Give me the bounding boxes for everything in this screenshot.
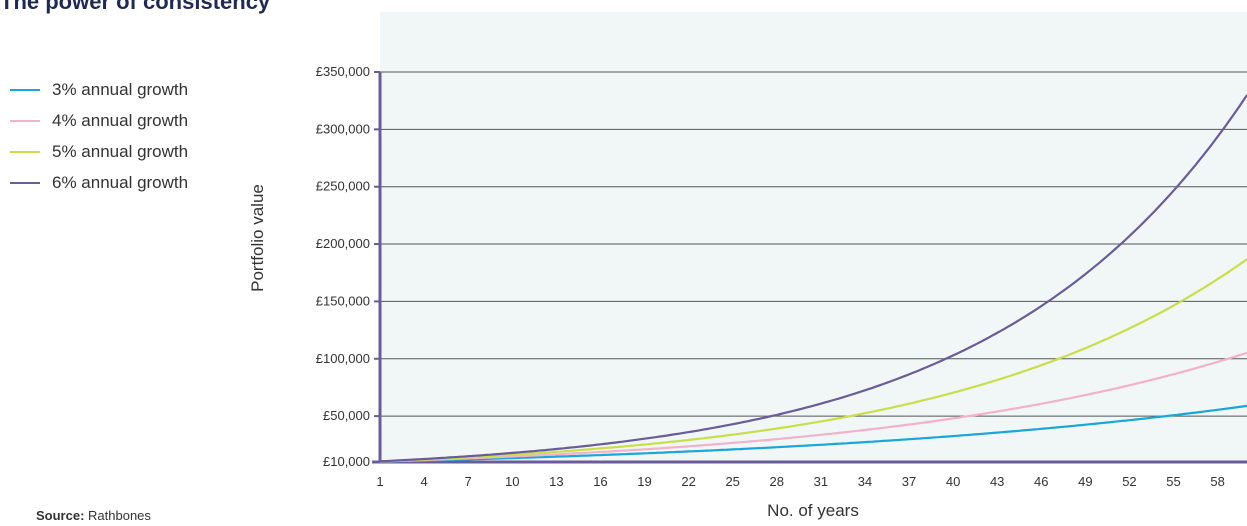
x-tick-label: 13 (549, 474, 563, 489)
y-tick-label: £200,000 (316, 236, 370, 251)
x-tick-label: 7 (465, 474, 472, 489)
legend-swatch (10, 88, 40, 91)
x-tick-label: 4 (420, 474, 427, 489)
y-tick-label: £250,000 (316, 179, 370, 194)
x-tick-label: 28 (770, 474, 784, 489)
series-line-1 (379, 404, 1247, 463)
series-line-4 (379, 94, 1247, 463)
source-note: Source: Rathbones (36, 508, 151, 523)
x-axis-title: No. of years (767, 501, 859, 520)
x-tick-label: 40 (946, 474, 960, 489)
x-tick-label: 46 (1034, 474, 1048, 489)
legend-item: 4% annual growth (10, 105, 188, 136)
series-line-3 (379, 258, 1247, 463)
legend: 3% annual growth 4% annual growth 5% annua… (10, 74, 188, 198)
y-tick-label: £10,000 (323, 454, 370, 469)
y-tick-label: £300,000 (316, 121, 370, 136)
y-tick-label: £150,000 (316, 293, 370, 308)
legend-label: 5% annual growth (52, 141, 189, 161)
x-tick-label: 22 (681, 474, 695, 489)
x-tick-label: 52 (1122, 474, 1136, 489)
source-text: Rathbones (88, 508, 151, 523)
legend-swatch (10, 181, 40, 184)
legend-item: 5% annual growth (10, 136, 188, 167)
plot-background (380, 12, 1247, 462)
legend-item: 6% annual growth (10, 167, 188, 198)
legend-item: 3% annual growth (10, 74, 188, 105)
y-tick-label: £350,000 (316, 64, 370, 79)
legend-label: 3% annual growth (52, 79, 189, 99)
y-axis-title: Portfolio value (248, 184, 267, 292)
legend-swatch (10, 119, 40, 122)
x-tick-label: 34 (858, 474, 872, 489)
chart-title: The power of consistency (0, 0, 271, 14)
x-tick-label: 31 (814, 474, 828, 489)
x-tick-label: 55 (1166, 474, 1180, 489)
legend-label: 6% annual growth (52, 172, 189, 192)
x-tick-label: 1 (376, 474, 383, 489)
x-tick-label: 58 (1210, 474, 1224, 489)
x-tick-label: 49 (1078, 474, 1092, 489)
y-tick-label: £100,000 (316, 351, 370, 366)
x-tick-label: 16 (593, 474, 607, 489)
x-tick-label: 10 (505, 474, 519, 489)
series-line-2 (379, 351, 1247, 463)
x-tick-label: 43 (990, 474, 1004, 489)
y-tick-label: £50,000 (323, 408, 370, 423)
x-tick-label: 37 (902, 474, 916, 489)
x-tick-label: 19 (637, 474, 651, 489)
legend-label: 4% annual growth (52, 110, 189, 130)
x-tick-label: 25 (725, 474, 739, 489)
legend-swatch (10, 150, 40, 153)
source-label: Source: (36, 508, 85, 523)
